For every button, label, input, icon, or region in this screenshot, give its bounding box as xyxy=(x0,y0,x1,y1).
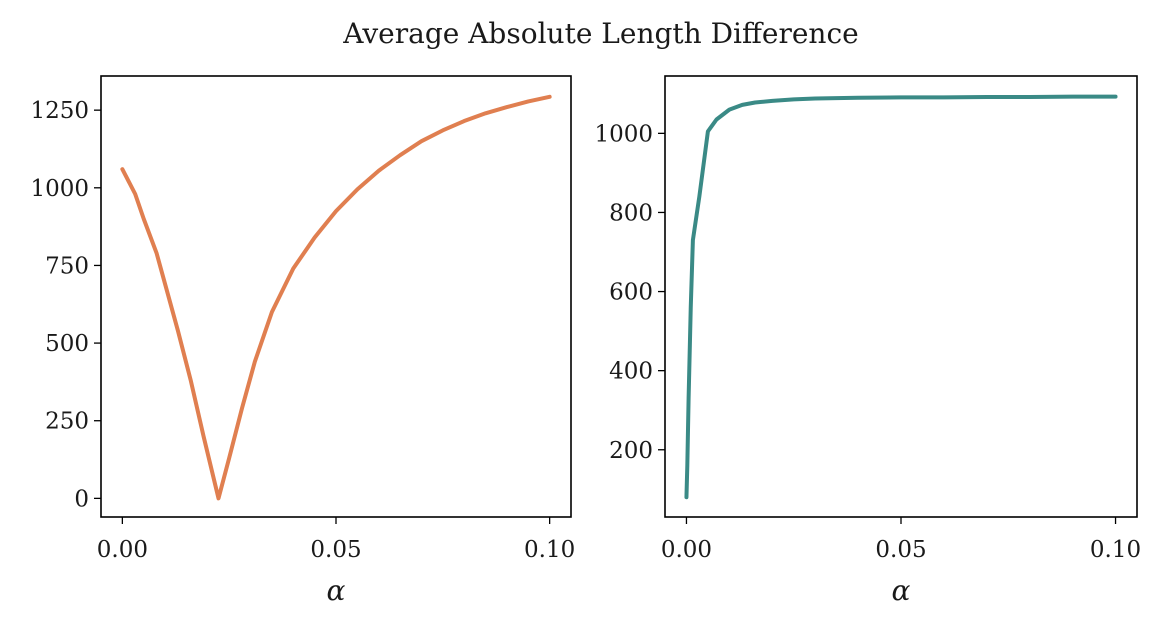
left-chart-panel: 0.00 0.05 0.10 0 250 500 750 1000 1250 α xyxy=(30,75,575,607)
right-series-line-0 xyxy=(684,94,1118,500)
right-axes-frame xyxy=(664,75,1138,518)
left-x-tick-label: 0.00 xyxy=(97,537,148,563)
left-series-line-0 xyxy=(120,94,552,501)
right-x-tick-label: 0.05 xyxy=(875,537,926,563)
right-x-axis-label: α xyxy=(892,574,911,607)
right-y-tick-label: 1000 xyxy=(594,121,653,147)
left-y-tick-label: 500 xyxy=(45,331,89,357)
right-y-tick-label: 200 xyxy=(609,438,653,464)
left-axes-frame xyxy=(100,75,572,518)
figure-title: Average Absolute Length Difference xyxy=(342,17,858,50)
left-y-tick-label: 750 xyxy=(45,253,89,279)
right-chart-panel: 0.00 0.05 0.10 200 400 600 800 1000 α xyxy=(594,75,1141,607)
right-y-tick-label: 800 xyxy=(609,200,653,226)
left-x-axis-label: α xyxy=(327,574,346,607)
left-x-tick-label: 0.10 xyxy=(524,537,575,563)
right-y-tick-label: 600 xyxy=(609,280,653,306)
left-x-tick-label: 0.05 xyxy=(310,537,361,563)
right-x-tick-label: 0.10 xyxy=(1090,537,1141,563)
left-y-tick-label: 1250 xyxy=(30,98,89,124)
left-y-tick-label: 250 xyxy=(45,409,89,435)
left-y-tick-label: 0 xyxy=(74,486,89,512)
left-y-tick-label: 1000 xyxy=(30,176,89,202)
right-x-tick-label: 0.00 xyxy=(661,537,712,563)
right-y-tick-label: 400 xyxy=(609,359,653,385)
